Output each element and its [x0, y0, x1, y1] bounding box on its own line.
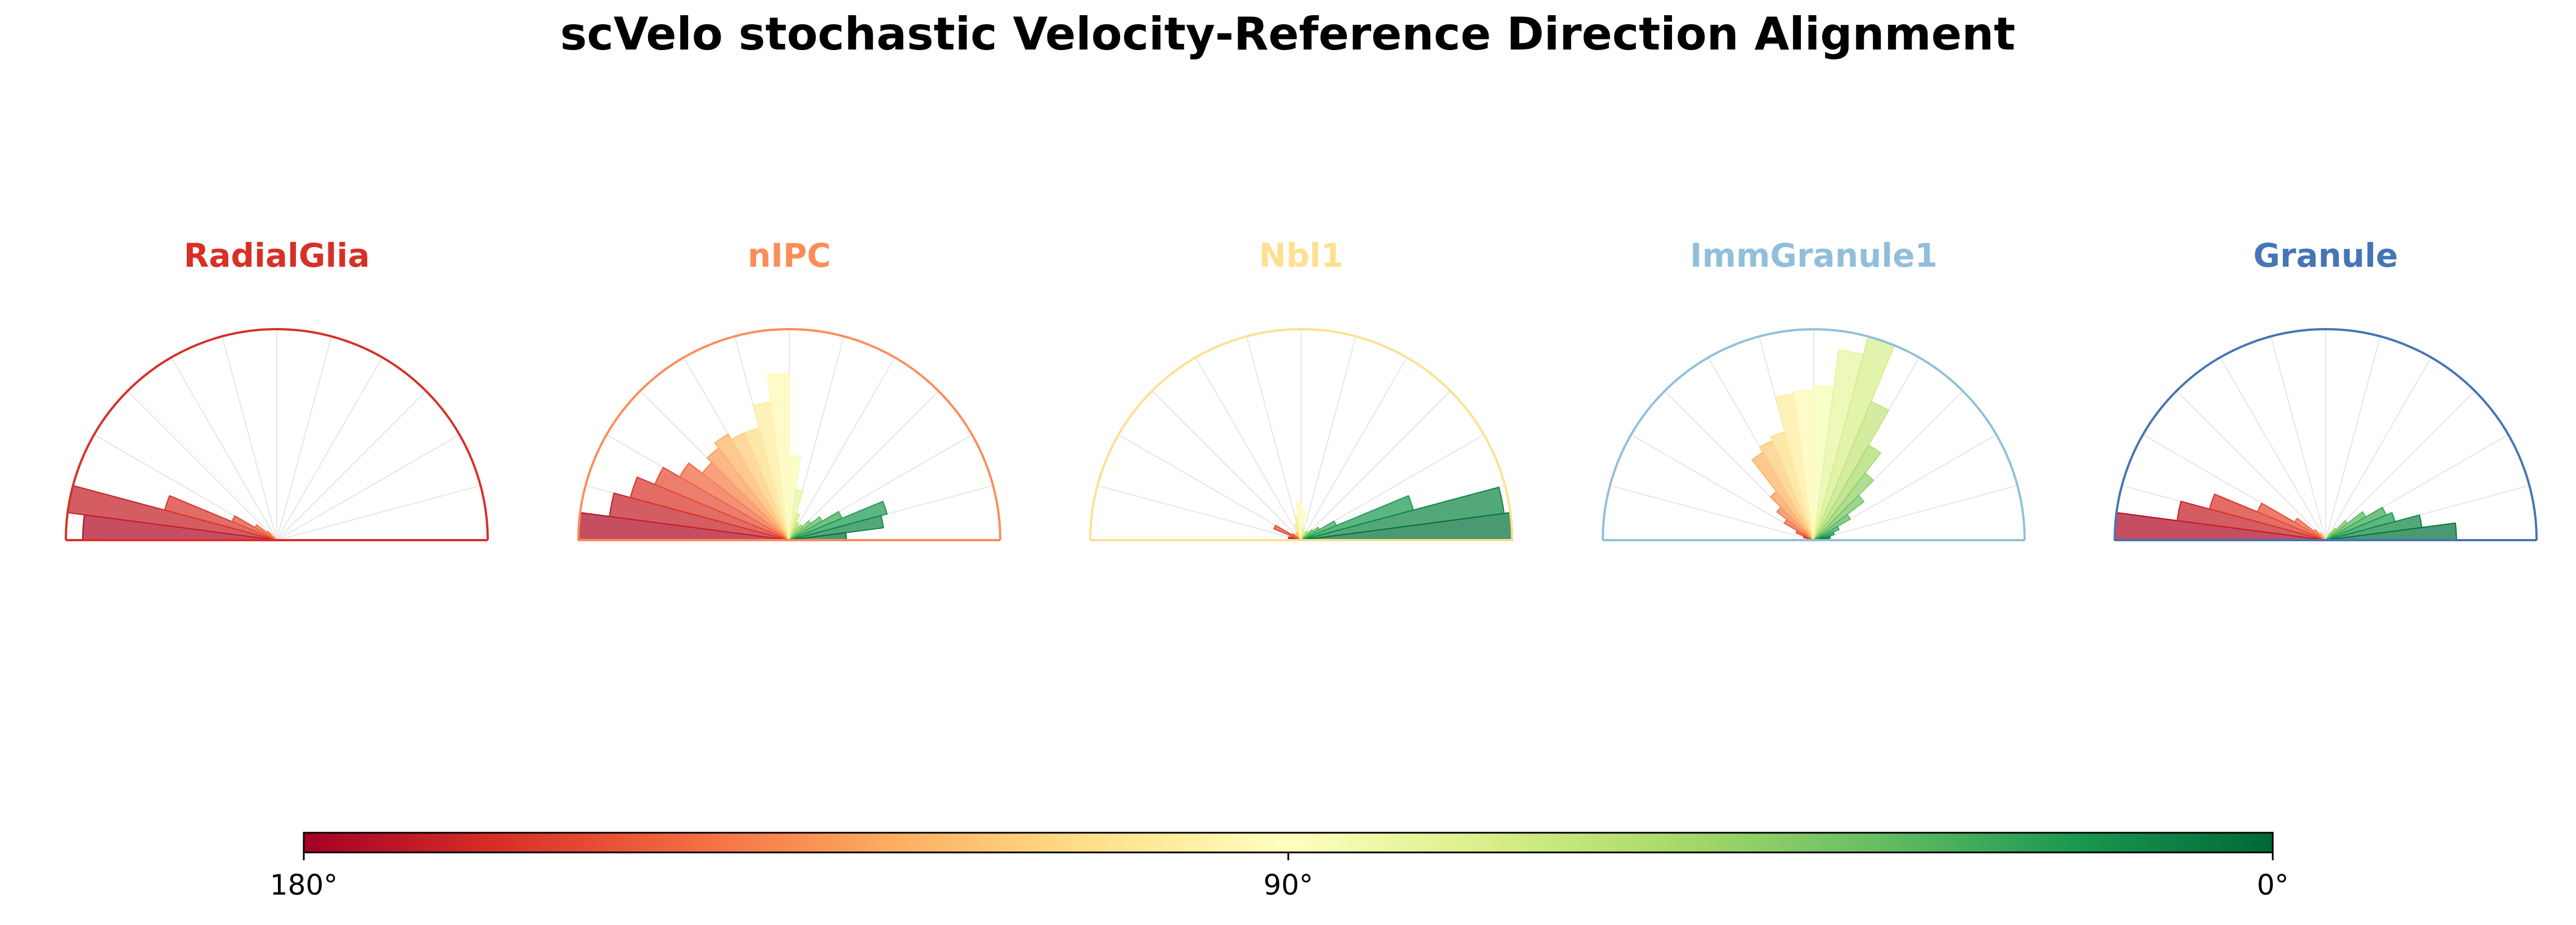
gridline: [1301, 390, 1451, 541]
bar-63.75deg: [1813, 401, 1890, 541]
gridline: [276, 484, 481, 541]
bar-93.75deg: [1296, 501, 1302, 541]
gridline: [276, 357, 383, 541]
radial-gridlines: [2121, 329, 2530, 541]
colorbar-tick-label: 180°: [270, 869, 338, 901]
panel-RadialGlia: RadialGlia: [65, 236, 489, 541]
gridline: [1630, 434, 1814, 541]
polar-panels: RadialGlia nIPC Nbl1 ImmGranule1 Granule: [65, 236, 2538, 541]
bar-123.75deg: [2321, 533, 2326, 541]
colorbar-tick-label: 0°: [2257, 869, 2289, 901]
bar-11.25deg: [789, 515, 884, 541]
gridline: [1301, 336, 1357, 541]
panel-Nbl1: Nbl1: [1089, 236, 1513, 541]
bar-138.75deg: [266, 530, 277, 541]
colorbar-gradient: [303, 832, 2274, 854]
gridline: [1610, 484, 1814, 541]
bar-48.75deg: [1813, 472, 1874, 541]
bar-56.25deg: [1813, 444, 1882, 541]
gridline: [2325, 357, 2432, 541]
gridline: [789, 390, 939, 541]
panel-title: nIPC: [748, 236, 831, 275]
bars: [1751, 335, 1895, 541]
gridline: [2176, 390, 2326, 541]
panel-title: Granule: [2253, 236, 2398, 275]
gridline: [2270, 336, 2326, 541]
bar-18.75deg: [789, 500, 888, 541]
gridline: [1097, 484, 1302, 541]
colorbar: 180° 90° 0°: [270, 832, 2289, 901]
panel-title: RadialGlia: [184, 236, 370, 275]
gridline: [2219, 357, 2326, 541]
gridline: [1152, 390, 1302, 541]
gridline: [1118, 434, 1302, 541]
bars: [577, 372, 888, 541]
gridline: [276, 434, 460, 541]
panel-nIPC: nIPC: [577, 236, 1001, 541]
bar-26.25deg: [1813, 526, 1840, 541]
polar-outline-arc: [2114, 328, 2538, 541]
panel-Granule: Granule: [2114, 236, 2538, 541]
gridline: [276, 390, 426, 541]
gridline: [1246, 336, 1302, 541]
gridline: [2325, 390, 2475, 541]
gridline: [1195, 357, 1302, 541]
panel-ImmGranule1: ImmGranule1: [1602, 236, 2026, 541]
panel-title: Nbl1: [1259, 236, 1343, 275]
colorbar-tick-label: 90°: [1264, 869, 1314, 901]
gridline: [170, 357, 277, 541]
polar-outline-arc: [1602, 328, 2026, 541]
gridline: [127, 390, 277, 541]
bars: [1273, 486, 1513, 541]
chart-title: scVelo stochastic Velocity-Reference Dir…: [560, 8, 2016, 60]
bar-161.25deg: [630, 476, 790, 541]
bar-33.75deg: [1813, 513, 1851, 541]
polar-outline-arc: [1089, 328, 1513, 541]
polar-outline-arc: [65, 328, 489, 541]
bar-18.75deg: [1813, 531, 1835, 541]
gridline: [1813, 484, 2018, 541]
gridline: [221, 336, 277, 541]
polar-outline-arc: [577, 328, 1001, 541]
gridline: [1301, 357, 1408, 541]
bar-93.75deg: [767, 372, 790, 541]
panel-title: ImmGranule1: [1690, 236, 1937, 275]
bar-153.75deg: [654, 466, 790, 541]
gridline: [789, 357, 896, 541]
bars: [2114, 493, 2457, 541]
bars: [67, 484, 277, 541]
bar-123.75deg: [714, 433, 790, 541]
bar-41.25deg: [1813, 495, 1865, 541]
bar-146.25deg: [1291, 533, 1302, 541]
gridline: [2325, 336, 2381, 541]
bar-146.25deg: [678, 462, 790, 541]
gridline: [276, 336, 332, 541]
